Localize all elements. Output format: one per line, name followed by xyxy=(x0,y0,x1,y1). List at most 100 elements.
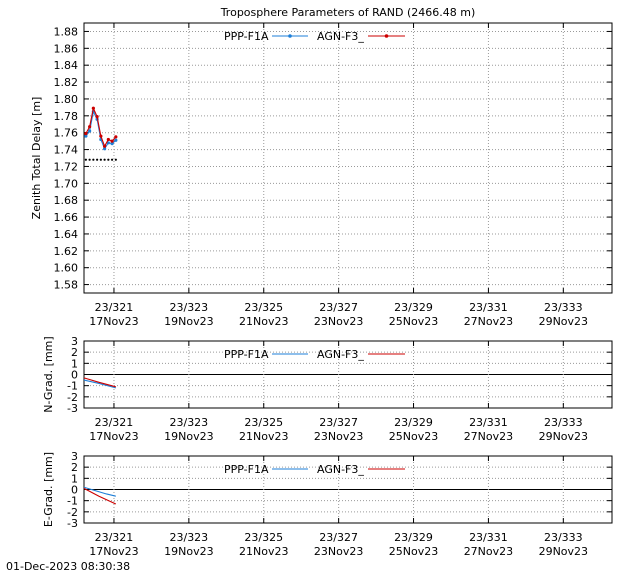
x-tick-label-doy: 23/323 xyxy=(169,416,208,429)
x-tick-label-doy: 23/321 xyxy=(95,531,134,544)
y-tick-label: -3 xyxy=(67,517,78,530)
data-point-a-priori xyxy=(84,158,87,161)
data-point-a-priori xyxy=(110,158,114,161)
x-tick-label-date: 25Nov23 xyxy=(389,430,438,443)
x-tick-label-doy: 23/321 xyxy=(95,416,134,429)
data-point-a-priori xyxy=(96,158,99,161)
data-point-AGN-F3_ xyxy=(102,144,107,148)
generation-timestamp: 01-Dec-2023 08:30:38 xyxy=(6,560,131,573)
y-tick-label: 1.86 xyxy=(54,42,79,55)
x-tick-label-doy: 23/333 xyxy=(544,301,583,314)
series-line-PPP-F1A xyxy=(83,486,116,497)
y-tick-label: -2 xyxy=(67,391,78,404)
y-axis-label: N-Grad. [mm] xyxy=(42,336,55,412)
x-tick-label-doy: 23/327 xyxy=(319,531,358,544)
y-tick-label: 1.60 xyxy=(54,262,79,275)
legend-label: AGN-F3_ xyxy=(317,348,364,361)
y-tick-label: 1.64 xyxy=(54,228,79,241)
x-tick-label-doy: 23/333 xyxy=(544,531,583,544)
x-tick-label-date: 29Nov23 xyxy=(539,430,588,443)
y-axis-label: E-Grad. [mm] xyxy=(42,452,55,527)
plot-frame xyxy=(83,455,613,524)
x-tick-label-doy: 23/325 xyxy=(244,531,283,544)
legend-marker xyxy=(288,34,292,38)
y-tick-label: 3 xyxy=(71,335,78,348)
x-tick-label-date: 29Nov23 xyxy=(539,545,588,558)
data-point-AGN-F3_ xyxy=(91,106,95,110)
plot-frame xyxy=(83,340,613,409)
y-tick-label: 1 xyxy=(71,472,78,485)
data-point-AGN-F3_ xyxy=(110,139,114,143)
series-line-AGN-F3_ xyxy=(83,377,116,388)
y-tick-label: 1.68 xyxy=(54,194,79,207)
legend-marker xyxy=(384,34,389,38)
y-tick-label: 1.72 xyxy=(54,160,79,173)
x-tick-label-date: 21Nov23 xyxy=(239,545,288,558)
x-tick-label-doy: 23/327 xyxy=(319,301,358,314)
data-point-AGN-F3_ xyxy=(114,135,118,139)
x-tick-label-date: 19Nov23 xyxy=(164,315,213,328)
y-tick-label: 1.84 xyxy=(54,59,79,72)
x-tick-label-doy: 23/331 xyxy=(469,531,508,544)
x-tick-label-date: 23Nov23 xyxy=(314,430,363,443)
legend-label: PPP-F1A xyxy=(224,348,269,361)
y-tick-label: -1 xyxy=(67,495,78,508)
y-tick-label: 1.58 xyxy=(54,279,79,292)
y-tick-label: 1.78 xyxy=(54,110,79,123)
y-tick-label: 1 xyxy=(71,357,78,370)
data-point-a-priori xyxy=(107,158,110,161)
x-tick-label-date: 19Nov23 xyxy=(164,430,213,443)
x-tick-label-date: 27Nov23 xyxy=(464,315,513,328)
x-tick-label-doy: 23/327 xyxy=(319,416,358,429)
x-tick-label-doy: 23/329 xyxy=(394,416,433,429)
data-point-a-priori xyxy=(114,158,117,161)
series-line-PPP-F1A xyxy=(83,379,116,389)
legend-label: AGN-F3_ xyxy=(317,30,364,43)
y-tick-label: 1.66 xyxy=(54,211,79,224)
x-tick-label-date: 27Nov23 xyxy=(464,545,513,558)
data-point-a-priori xyxy=(103,158,106,161)
y-tick-label: 2 xyxy=(71,346,78,359)
x-tick-label-date: 17Nov23 xyxy=(89,430,138,443)
x-tick-label-date: 27Nov23 xyxy=(464,430,513,443)
x-tick-label-date: 23Nov23 xyxy=(314,315,363,328)
x-tick-label-date: 23Nov23 xyxy=(314,545,363,558)
x-tick-label-date: 25Nov23 xyxy=(389,315,438,328)
x-tick-label-doy: 23/331 xyxy=(469,416,508,429)
x-tick-label-doy: 23/329 xyxy=(394,531,433,544)
data-point-AGN-F3_ xyxy=(88,125,92,129)
data-point-a-priori xyxy=(88,158,91,161)
data-point-AGN-F3_ xyxy=(95,115,99,119)
x-tick-label-doy: 23/321 xyxy=(95,301,134,314)
data-point-a-priori xyxy=(92,158,95,161)
legend-label: PPP-F1A xyxy=(224,30,269,43)
y-axis-label: Zenith Total Delay [m] xyxy=(30,97,43,220)
y-tick-label: 1.80 xyxy=(54,93,79,106)
y-tick-label: -2 xyxy=(67,506,78,519)
y-tick-label: 1.74 xyxy=(54,144,79,157)
data-point-PPP-F1A xyxy=(84,134,88,138)
x-tick-label-doy: 23/323 xyxy=(169,531,208,544)
x-tick-label-date: 21Nov23 xyxy=(239,315,288,328)
y-tick-label: 1.62 xyxy=(54,245,79,258)
x-tick-label-doy: 23/325 xyxy=(244,416,283,429)
data-point-PPP-F1A xyxy=(114,138,118,142)
x-tick-label-date: 29Nov23 xyxy=(539,315,588,328)
x-tick-label-date: 19Nov23 xyxy=(164,545,213,558)
x-tick-label-doy: 23/329 xyxy=(394,301,433,314)
data-point-PPP-F1A xyxy=(110,142,114,146)
data-point-AGN-F3_ xyxy=(84,131,88,136)
y-tick-label: -1 xyxy=(67,380,78,393)
y-tick-label: 2 xyxy=(71,461,78,474)
data-point-PPP-F1A xyxy=(88,129,92,133)
y-tick-label: -3 xyxy=(67,402,78,415)
y-tick-label: 0 xyxy=(71,484,78,497)
chart-title: Troposphere Parameters of RAND (2466.48 … xyxy=(220,6,476,19)
y-tick-label: 1.88 xyxy=(54,25,79,38)
legend-label: AGN-F3_ xyxy=(317,463,364,476)
x-tick-label-date: 17Nov23 xyxy=(89,315,138,328)
y-tick-label: 1.76 xyxy=(54,127,79,140)
